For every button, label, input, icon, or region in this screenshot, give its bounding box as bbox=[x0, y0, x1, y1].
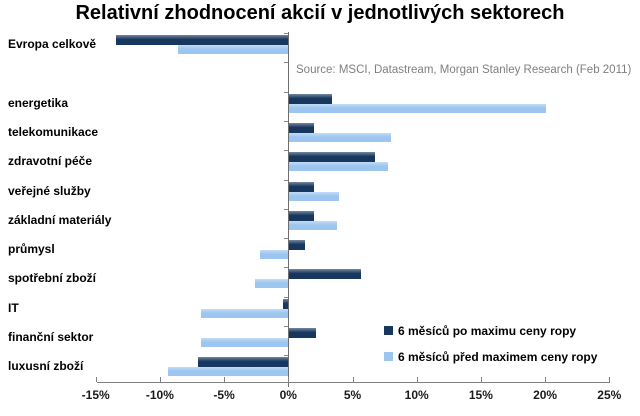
source-note: Source: MSCI, Datastream, Morgan Stanley… bbox=[296, 64, 632, 76]
zero-axis-tick bbox=[284, 355, 289, 357]
bar-after-oil-peak-financni-sektor bbox=[289, 328, 317, 338]
category-label-evropa-celkove: Evropa celkově bbox=[8, 37, 97, 51]
category-label-verejne-sluzby: veřejné služby bbox=[8, 183, 91, 198]
category-label-it: IT bbox=[8, 300, 19, 315]
zero-axis-tick bbox=[284, 91, 289, 93]
bar-after-oil-peak-spotrebni-zbozi bbox=[289, 269, 362, 280]
x-axis-tick-5% bbox=[352, 377, 354, 382]
x-axis-label-20%: 20% bbox=[533, 388, 558, 402]
bar-after-oil-peak-zakladni-materialy bbox=[289, 210, 314, 221]
x-axis-tick-25% bbox=[609, 377, 611, 382]
x-axis-tick-15% bbox=[480, 377, 482, 382]
x-axis-label-15%: 15% bbox=[468, 388, 493, 402]
legend-swatch-light-blue bbox=[384, 352, 393, 361]
zero-axis-tick bbox=[284, 208, 289, 210]
legend-label: 6 měsíců před maximem ceny ropy bbox=[398, 350, 598, 364]
category-label-financni-sektor: finanční sektor bbox=[8, 330, 94, 344]
chart-title: Relativní zhodnocení akcií v jednotlivýc… bbox=[75, 2, 565, 24]
x-axis-label-0%: 0% bbox=[279, 388, 297, 402]
bar-after-oil-peak-telekomunikace bbox=[289, 122, 314, 133]
x-axis-label-10%: 10% bbox=[404, 388, 429, 402]
zero-axis-tick bbox=[284, 62, 289, 64]
bar-after-oil-peak-verejne-sluzby bbox=[289, 181, 314, 192]
x-axis-tick-20% bbox=[545, 377, 547, 382]
bar-before-oil-peak-zakladni-materialy bbox=[289, 220, 337, 230]
zero-axis-tick bbox=[284, 33, 289, 34]
bar-before-oil-peak-energetika bbox=[289, 103, 547, 113]
bar-before-oil-peak-it bbox=[200, 308, 289, 318]
legend-swatch-dark-blue bbox=[384, 326, 393, 335]
category-label-zdravotni-pece: zdravotní péče bbox=[8, 154, 93, 169]
x-axis-tick-0% bbox=[288, 377, 290, 382]
zero-axis-tick bbox=[284, 179, 289, 181]
bar-after-oil-peak-prumysl bbox=[289, 240, 305, 251]
bar-before-oil-peak-luxusni-zbozi bbox=[167, 367, 289, 377]
bar-before-oil-peak-financni-sektor bbox=[200, 338, 289, 347]
legend-label: 6 měsíců po maximu ceny ropy bbox=[398, 324, 577, 338]
zero-axis-tick bbox=[284, 267, 289, 269]
x-axis-label-25%: 25% bbox=[597, 388, 622, 402]
zero-axis-line bbox=[288, 32, 290, 387]
bar-before-oil-peak-spotrebni-zbozi bbox=[254, 279, 289, 289]
x-axis-line bbox=[96, 382, 611, 383]
x-axis-tick-10% bbox=[416, 377, 418, 382]
bar-before-oil-peak-evropa-celkove bbox=[177, 45, 289, 54]
bar-before-oil-peak-prumysl bbox=[260, 250, 289, 260]
category-label-prumysl: průmysl bbox=[8, 242, 55, 257]
x-axis-tick--10% bbox=[159, 377, 161, 382]
zero-axis-tick bbox=[284, 326, 289, 327]
category-label-zakladni-materialy: základní materiály bbox=[8, 212, 112, 227]
category-label-luxusni-zbozi: luxusní zboží bbox=[8, 359, 84, 374]
zero-axis-tick bbox=[284, 120, 289, 122]
bar-after-oil-peak-energetika bbox=[289, 93, 332, 104]
x-axis-label--15%: -15% bbox=[81, 388, 110, 402]
zero-axis-tick bbox=[284, 150, 289, 152]
zero-axis-tick bbox=[284, 296, 289, 298]
zero-axis-tick bbox=[284, 238, 289, 240]
x-axis-label-5%: 5% bbox=[343, 388, 362, 402]
bar-before-oil-peak-zdravotni-pece bbox=[289, 162, 389, 172]
bar-after-oil-peak-zdravotni-pece bbox=[289, 152, 376, 163]
bar-before-oil-peak-verejne-sluzby bbox=[289, 191, 340, 201]
bar-after-oil-peak-it bbox=[283, 298, 289, 309]
category-label-telekomunikace: telekomunikace bbox=[8, 124, 99, 139]
bar-after-oil-peak-evropa-celkove bbox=[116, 35, 289, 45]
x-axis-tick--5% bbox=[224, 377, 226, 382]
bar-after-oil-peak-luxusni-zbozi bbox=[198, 357, 289, 368]
category-label-energetika: energetika bbox=[8, 95, 69, 110]
x-axis-label--10%: -10% bbox=[145, 388, 174, 402]
x-axis-tick--15% bbox=[95, 377, 97, 382]
x-axis-label--5%: -5% bbox=[213, 388, 235, 402]
category-label-spotrebni-zbozi: spotřební zboží bbox=[8, 271, 96, 286]
bar-before-oil-peak-telekomunikace bbox=[289, 132, 391, 142]
